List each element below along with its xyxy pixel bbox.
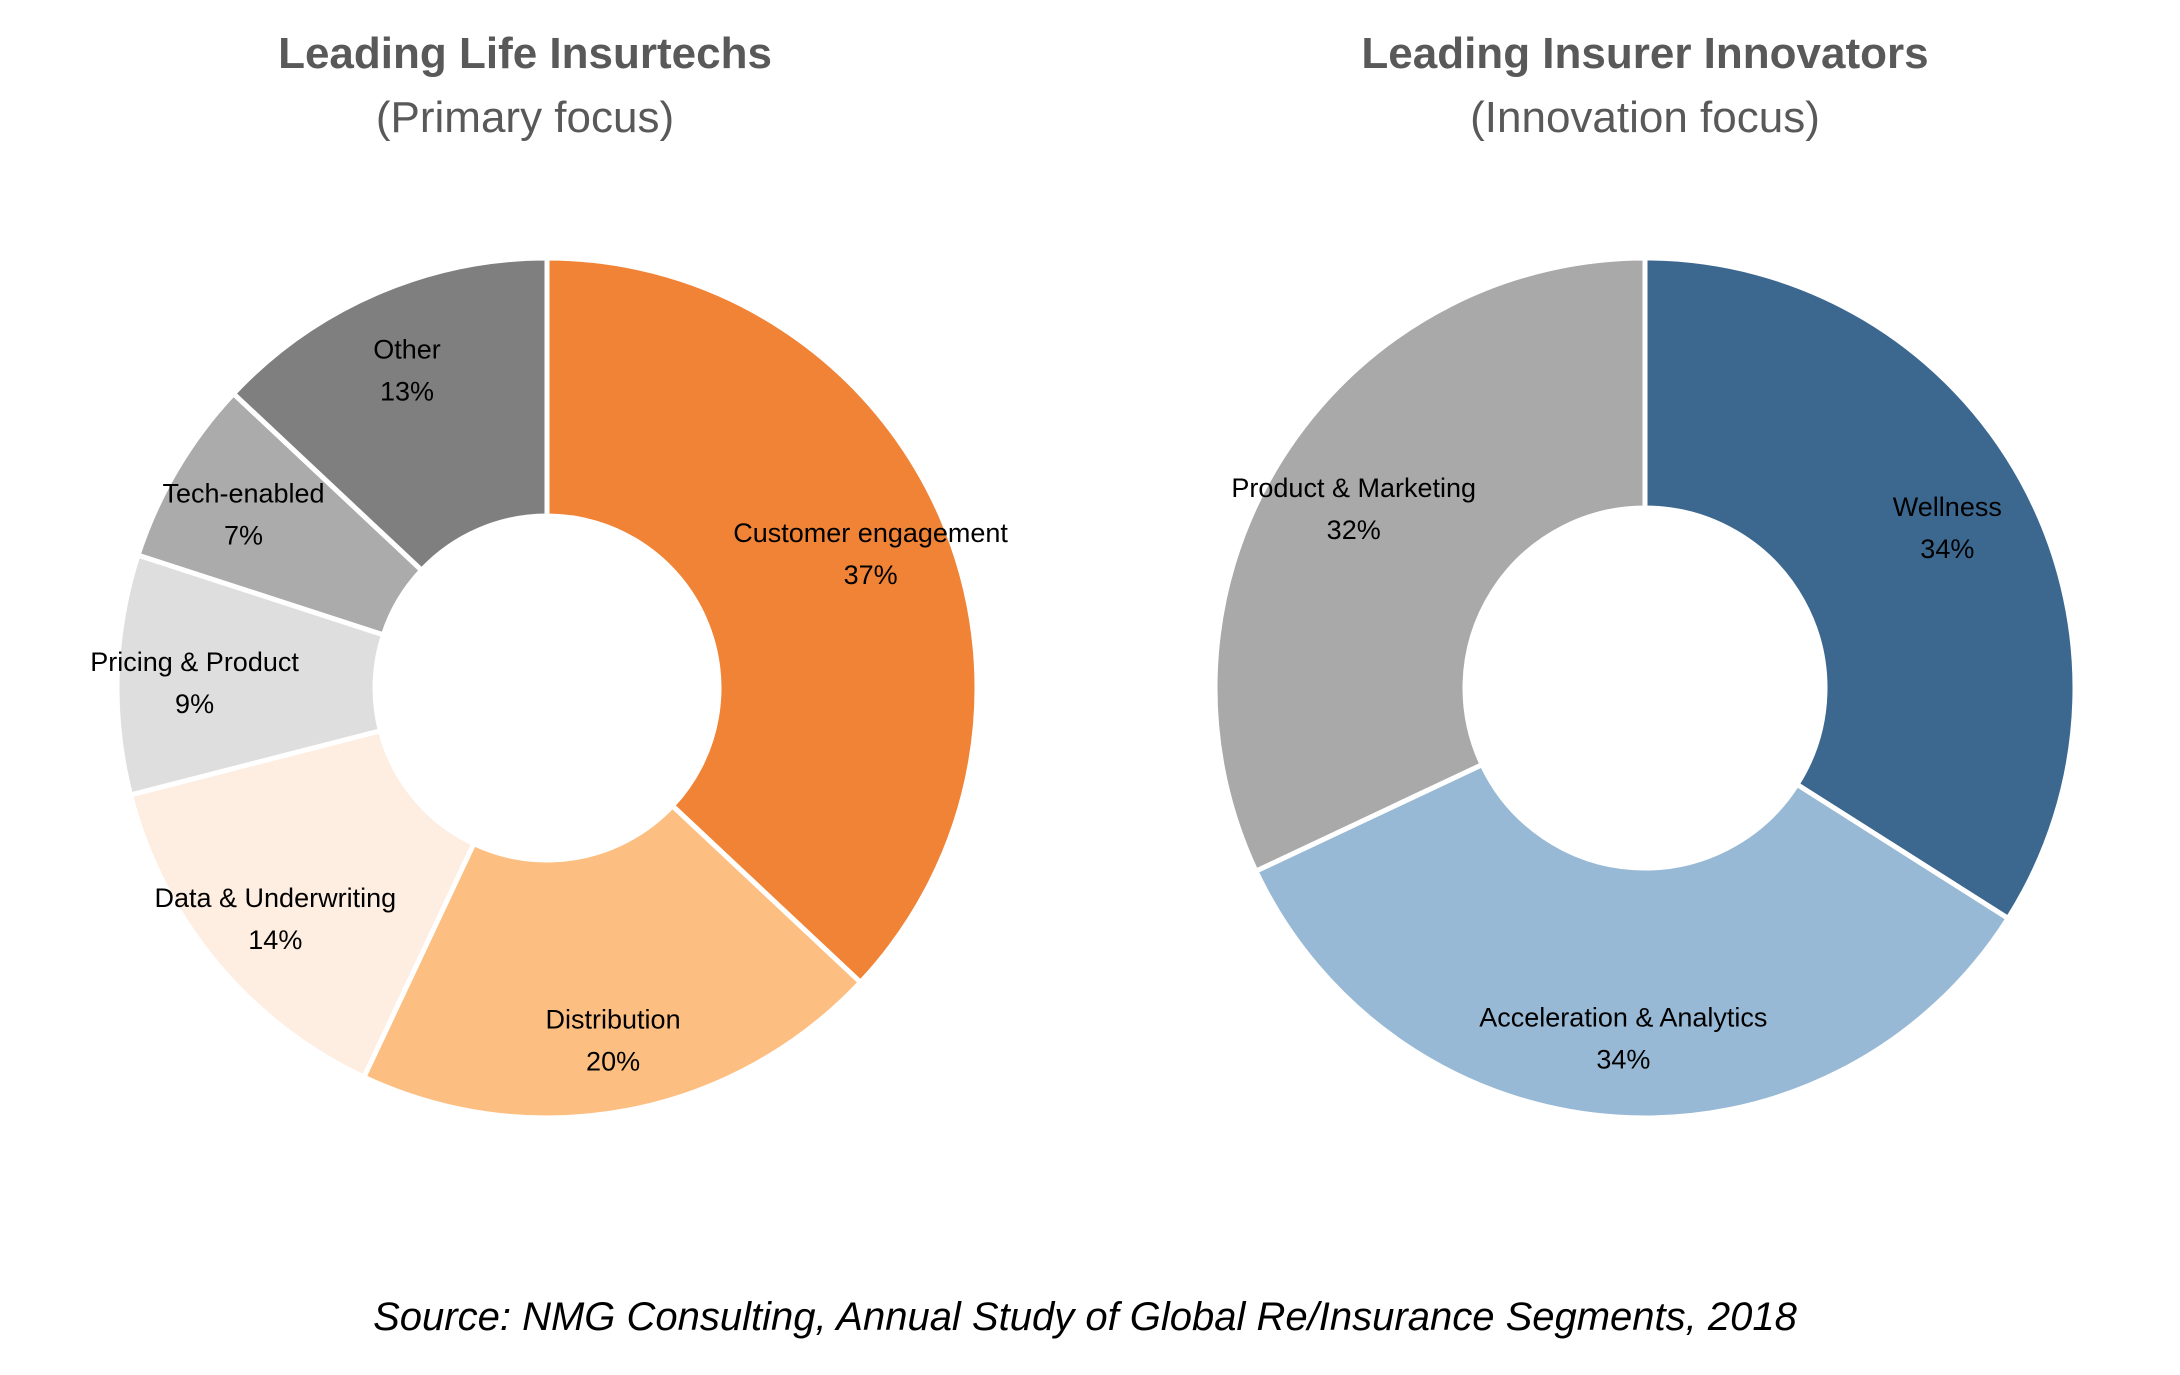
- slice-label-pricing-and-product: Pricing & Product: [90, 647, 299, 677]
- slice-product-and-marketing: [1212, 255, 1648, 875]
- slice-label-wellness: Wellness: [1893, 492, 2002, 522]
- slice-label-tech-enabled: Tech-enabled: [162, 479, 324, 509]
- slice-label-product-and-marketing: Product & Marketing: [1231, 473, 1476, 503]
- slice-value-other: 13%: [380, 376, 434, 406]
- slice-value-tech-enabled: 7%: [224, 521, 263, 551]
- slice-label-data-and-underwriting: Data & Underwriting: [155, 883, 397, 913]
- slice-data-and-underwriting: [127, 727, 478, 1081]
- chart-subtitle: (Primary focus): [376, 93, 674, 142]
- slice-label-other: Other: [373, 334, 441, 364]
- slice-labels-group: Wellness 34% Acceleration & Analytics 34% Pr…: [1231, 473, 2001, 1074]
- slices-group: [1212, 255, 2078, 1121]
- slices-group: [114, 255, 980, 1121]
- slice-label-distribution: Distribution: [546, 1004, 681, 1034]
- slice-value-data-and-underwriting: 14%: [248, 925, 302, 955]
- slice-distribution: [360, 802, 864, 1121]
- slice-acceleration-and-analytics: [1252, 761, 2012, 1121]
- slice-value-wellness: 34%: [1920, 534, 1974, 564]
- slice-other: [230, 255, 550, 574]
- slice-label-acceleration-and-analytics: Acceleration & Analytics: [1479, 1002, 1767, 1032]
- donut-chart-life-insurtechs: Leading Life Insurtechs (Primary focus) …: [90, 29, 1008, 1121]
- slice-value-distribution: 20%: [586, 1046, 640, 1076]
- slice-value-pricing-and-product: 9%: [175, 689, 214, 719]
- source-note: Source: NMG Consulting, Annual Study of …: [373, 1295, 1798, 1339]
- slice-label-customer-engagement: Customer engagement: [733, 518, 1008, 548]
- chart-title: Leading Life Insurtechs: [278, 29, 772, 78]
- slice-value-product-and-marketing: 32%: [1327, 515, 1381, 545]
- slice-labels-group: Customer engagement 37% Distribution 20% Dat…: [90, 334, 1008, 1076]
- chart-title: Leading Insurer Innovators: [1361, 29, 1928, 78]
- chart-subtitle: (Innovation focus): [1470, 93, 1820, 142]
- slice-wellness: [1642, 255, 2078, 922]
- donut-chart-insurer-innovators: Leading Insurer Innovators (Innovation f…: [1212, 29, 2078, 1121]
- slice-customer-engagement: [544, 255, 980, 986]
- slice-value-acceleration-and-analytics: 34%: [1596, 1044, 1650, 1074]
- slice-value-customer-engagement: 37%: [844, 560, 898, 590]
